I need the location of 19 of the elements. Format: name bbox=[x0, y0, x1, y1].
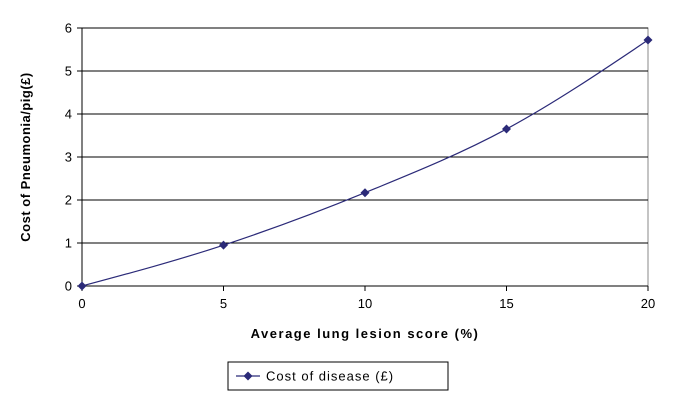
y-tick-label: 4 bbox=[64, 106, 72, 122]
y-tick-label: 0 bbox=[64, 278, 72, 294]
y-axis-title: Cost of Pneumonia/pig(£) bbox=[18, 72, 33, 242]
y-tick-label: 5 bbox=[64, 64, 72, 79]
x-tick-label: 5 bbox=[220, 296, 228, 311]
y-tick-label: 1 bbox=[64, 236, 72, 251]
y-tick-label: 3 bbox=[64, 150, 72, 165]
y-tick-label: 2 bbox=[64, 192, 72, 208]
legend-label: Cost of disease (£) bbox=[266, 368, 394, 384]
x-tick-label: 0 bbox=[78, 296, 86, 311]
point bbox=[219, 240, 228, 250]
x-tick-label: 10 bbox=[358, 296, 372, 311]
x-tick-label: 15 bbox=[499, 296, 514, 311]
x-tick-label: 20 bbox=[640, 296, 656, 311]
point bbox=[360, 188, 370, 198]
point bbox=[502, 124, 511, 134]
y-tick-label: 6 bbox=[64, 20, 72, 36]
x-axis-title: Average lung lesion score (%) bbox=[250, 326, 480, 341]
point bbox=[644, 36, 652, 45]
